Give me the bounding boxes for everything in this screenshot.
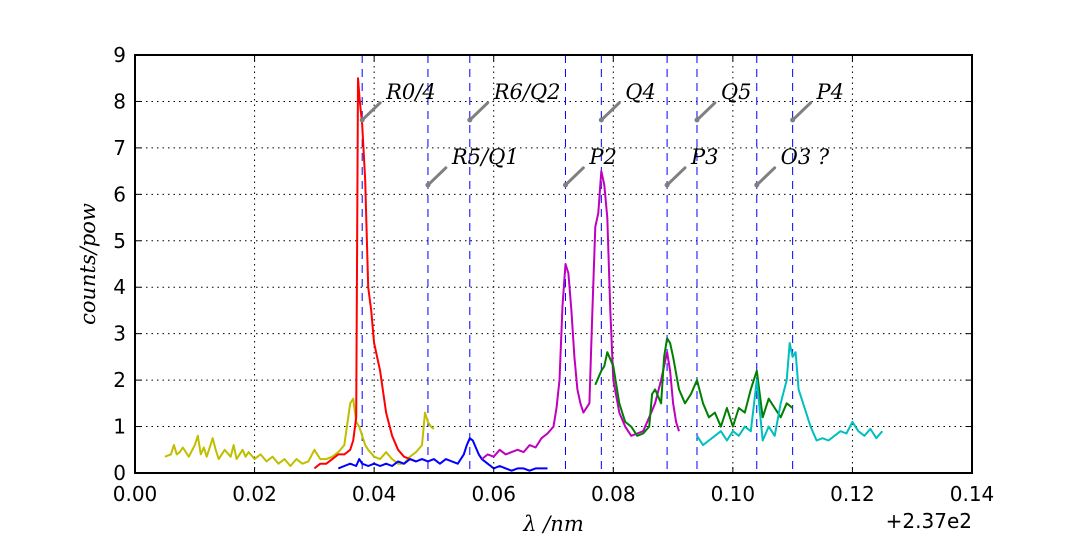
annotation-label: P4 — [816, 80, 845, 104]
series-line — [337, 437, 548, 472]
y-axis-label: counts/pow — [76, 203, 100, 325]
x-tick-label: 0.06 — [471, 482, 516, 506]
y-tick-label: 3 — [113, 322, 126, 346]
y-tick-label: 1 — [113, 415, 126, 439]
x-axis-label: λ /nm — [522, 512, 584, 536]
y-ticks: 0 1 2 3 4 5 6 7 8 9 — [113, 43, 972, 485]
y-tick-label: 5 — [113, 229, 126, 253]
series-line — [313, 77, 417, 470]
y-tick-label: 0 — [113, 461, 126, 485]
annotations: R0/4 R5/Q1 R6/Q2 P2 Q4 P3 Q5 O3 ? P4 — [359, 80, 845, 188]
annotation-arrowhead — [664, 182, 670, 188]
annotation-arrowhead — [562, 182, 568, 188]
annotation-arrowhead — [694, 117, 700, 123]
annotation-arrow — [563, 166, 585, 187]
annotation-arrowhead — [598, 117, 604, 123]
series-lines — [164, 77, 884, 472]
series-line — [696, 342, 884, 447]
annotation-arrow — [426, 166, 448, 187]
annotation-arrowhead — [359, 117, 365, 123]
annotation-arrow — [360, 101, 382, 122]
annotation-label: O3 ? — [781, 145, 830, 169]
x-tick-label: 0.00 — [113, 482, 158, 506]
annotation-arrowhead — [425, 182, 431, 188]
annotation-arrow — [665, 166, 687, 187]
x-tick-label: 0.04 — [352, 482, 397, 506]
series-line — [164, 397, 435, 467]
y-tick-label: 7 — [113, 136, 126, 160]
y-tick-label: 4 — [113, 275, 126, 299]
series-line — [481, 170, 680, 460]
y-tick-label: 8 — [113, 89, 126, 113]
series-line — [594, 337, 794, 437]
annotation-label: P2 — [588, 145, 617, 169]
plot-frame — [134, 54, 973, 474]
annotation-arrow — [755, 166, 777, 187]
x-tick-label: 0.12 — [830, 482, 875, 506]
annotation-label: R0/4 — [385, 80, 436, 104]
annotation-label: Q5 — [721, 80, 752, 104]
annotation-label: R5/Q1 — [451, 145, 519, 169]
annotation-label: P3 — [690, 145, 719, 169]
x-tick-label: 0.14 — [950, 482, 995, 506]
annotation-label: R6/Q2 — [493, 80, 561, 104]
x-tick-label: 0.10 — [711, 482, 756, 506]
annotation-arrow — [791, 101, 813, 122]
y-tick-label: 6 — [113, 182, 126, 206]
x-tick-label: 0.02 — [232, 482, 277, 506]
annotation-arrow — [468, 101, 490, 122]
y-tick-label: 2 — [113, 368, 126, 392]
x-ticks: 0.00 0.02 0.04 0.06 0.08 0.10 0.12 0.14 — [113, 55, 995, 506]
y-tick-label: 9 — [113, 43, 126, 67]
annotation-arrowhead — [467, 117, 473, 123]
annotation-arrow — [599, 101, 621, 122]
annotation-arrowhead — [790, 117, 796, 123]
annotation-label: Q4 — [625, 80, 656, 104]
x-offset-label: +2.37e2 — [886, 509, 972, 533]
annotation-arrowhead — [754, 182, 760, 188]
grid — [135, 55, 972, 473]
x-tick-label: 0.08 — [591, 482, 636, 506]
annotation-arrow — [695, 101, 717, 122]
